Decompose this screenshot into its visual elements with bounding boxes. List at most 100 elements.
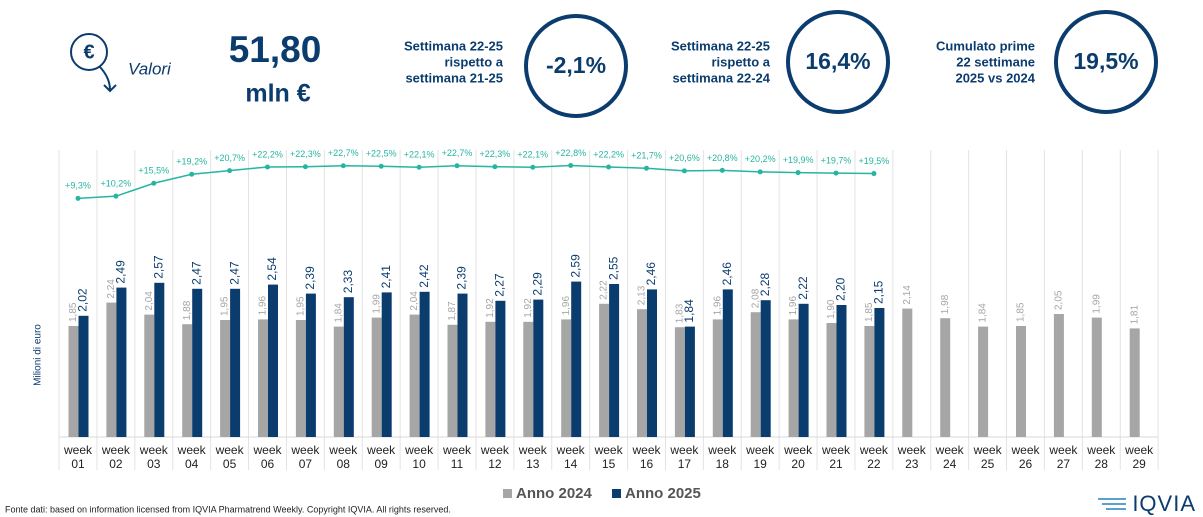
bar [874, 308, 885, 437]
value-label: 2,13 [637, 285, 648, 305]
x-tick-label: week 03 [139, 443, 168, 471]
value-label: 2,08 [750, 288, 761, 308]
line-label: +10,2% [101, 179, 132, 189]
bar [154, 282, 165, 437]
line-point [151, 180, 157, 186]
bar [940, 318, 951, 437]
value-label: 1,99 [1091, 294, 1102, 314]
bar [788, 319, 799, 437]
kpi-value: 19,5% [1073, 48, 1138, 74]
value-label: 1,85 [68, 302, 79, 322]
x-tick-label: week 16 [632, 443, 661, 471]
bar [409, 314, 420, 437]
kpi-label: Cumulato prime [936, 38, 1035, 53]
value-label: 1,95 [220, 296, 231, 316]
value-label: 2,04 [144, 291, 155, 311]
line-point [833, 170, 839, 176]
bar [343, 297, 354, 437]
icon-circle [70, 33, 108, 71]
line-point [530, 164, 536, 170]
value-label: 1,96 [788, 295, 799, 315]
total-unit: mln € [245, 80, 310, 108]
value-label: 2,15 [872, 280, 886, 304]
line-label: +22,8% [555, 148, 586, 158]
line-point [795, 170, 801, 176]
bar [78, 315, 89, 437]
line-label: +19,5% [859, 156, 890, 166]
bar [722, 289, 733, 437]
y-axis-label: Milioni di euro [33, 324, 44, 386]
legend-swatch [503, 489, 512, 498]
line-label: +22,7% [328, 148, 359, 158]
kpi-label: Settimana 22-25 [404, 38, 503, 53]
line-label: +20,7% [214, 153, 245, 163]
bar [647, 289, 657, 437]
bar [371, 317, 382, 437]
line-point [606, 164, 612, 170]
x-tick-label: week 08 [329, 443, 358, 471]
bar [798, 303, 809, 437]
value-label: 1,92 [523, 298, 534, 318]
value-label: 2,05 [1054, 290, 1065, 310]
bar [750, 312, 761, 437]
line-point [644, 165, 649, 171]
value-label: 2,46 [644, 262, 658, 286]
bar [1016, 326, 1026, 437]
bar [182, 324, 193, 437]
line-label: +19,9% [783, 155, 814, 165]
x-tick-label: week 20 [784, 443, 813, 471]
bar [533, 299, 544, 437]
kpi-label: 2025 vs 2024 [955, 70, 1035, 85]
line-point [568, 163, 574, 169]
line-label: +19,2% [176, 157, 207, 167]
bar [684, 326, 695, 437]
bar [826, 323, 837, 437]
x-tick-label: week 12 [480, 443, 509, 471]
line-label: +20,8% [707, 153, 738, 163]
icon-label: Valori [128, 59, 172, 78]
total-value: 51,80 [229, 29, 322, 70]
line-point [719, 167, 725, 173]
value-label: 1,92 [485, 298, 496, 318]
x-tick-label: week 09 [367, 443, 396, 471]
bar [978, 326, 989, 437]
bar [144, 314, 155, 437]
bar [381, 292, 392, 437]
line-label: +9,3% [65, 181, 91, 191]
x-tick-label: week 05 [215, 443, 244, 471]
x-tick-label: week 21 [821, 443, 850, 471]
value-label: 2,22 [599, 280, 610, 300]
value-label: 2,04 [409, 291, 420, 311]
value-label: 1,96 [561, 295, 572, 315]
legend-swatch [612, 489, 621, 498]
bar [485, 321, 496, 437]
x-tick-label: week 27 [1049, 443, 1078, 471]
bar [760, 300, 771, 437]
bar [637, 309, 647, 437]
line-point [340, 163, 346, 169]
kpi-label: rispetto a [444, 54, 503, 69]
x-tick-label: week 11 [442, 443, 471, 471]
value-label: 1,84 [333, 303, 344, 323]
value-label: 2,46 [720, 262, 734, 286]
value-label: 1,83 [675, 303, 686, 323]
bar [192, 288, 203, 437]
kpi-circle [1054, 10, 1158, 114]
line-point [75, 195, 81, 201]
value-label: 1,96 [712, 295, 723, 315]
x-tick-label: week 04 [177, 443, 206, 471]
kpi-label: settimana 21-25 [405, 70, 503, 85]
x-tick-label: week 10 [405, 443, 434, 471]
x-tick-label: week 13 [518, 443, 547, 471]
kpi-circle [786, 10, 890, 114]
bar [457, 293, 468, 437]
kpi-value: 16,4% [805, 48, 870, 74]
x-tick-label: week 15 [594, 443, 623, 471]
x-tick-label: week 14 [556, 443, 585, 471]
bar [864, 326, 875, 437]
line-label: +20,2% [745, 154, 776, 164]
x-tick-label: week 29 [1125, 443, 1154, 471]
value-label: 2,20 [834, 277, 848, 301]
